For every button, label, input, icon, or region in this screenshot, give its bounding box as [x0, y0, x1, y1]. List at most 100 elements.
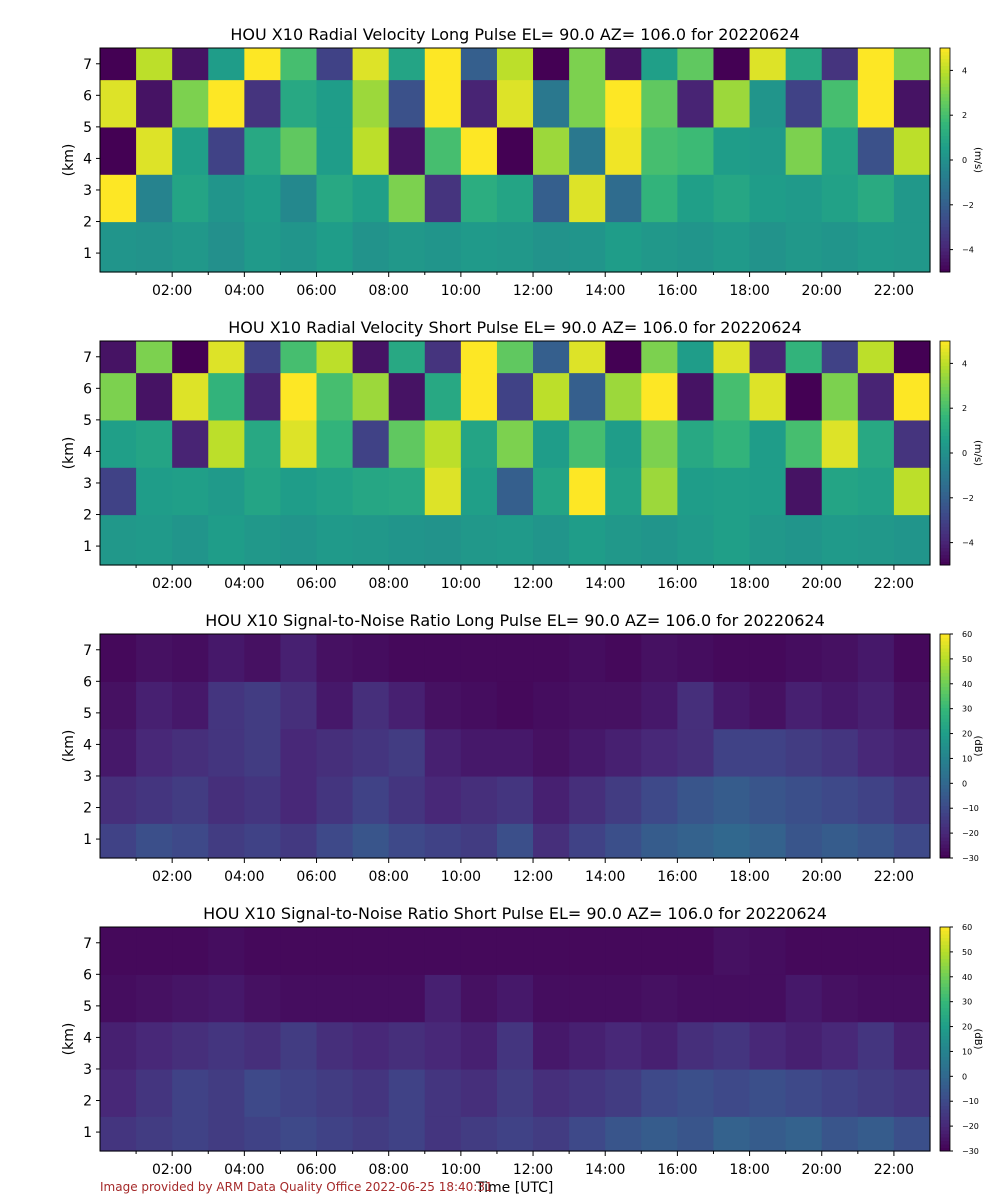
heatmap-cell: [388, 48, 426, 81]
x-tick-label: 02:00: [152, 1162, 192, 1178]
heatmap-cell: [533, 1068, 570, 1117]
heatmap-cell: [677, 514, 715, 566]
colorbar-segment: [940, 1042, 950, 1047]
heatmap-cell: [424, 341, 462, 374]
heatmap-cell: [100, 728, 137, 777]
colorbar-tick-label: −4: [962, 246, 974, 255]
heatmap-cell: [749, 927, 787, 975]
colorbar-segment: [940, 265, 950, 269]
heatmap-cell: [857, 79, 895, 128]
colorbar-tick-label: 10: [962, 1047, 972, 1056]
y-tick-label: 6: [83, 967, 92, 983]
colorbar-segment: [940, 965, 950, 970]
colorbar-segment: [940, 798, 950, 803]
heatmap-cell: [280, 48, 318, 81]
heatmap-cell: [136, 126, 173, 175]
colorbar-segment: [940, 174, 950, 178]
heatmap-cell: [460, 634, 498, 682]
heatmap-cell: [785, 775, 823, 824]
heatmap-cell: [496, 681, 534, 730]
heatmap-cell: [244, 174, 282, 223]
y-axis-label: (km): [61, 437, 77, 470]
heatmap-cell: [136, 341, 173, 374]
colorbar-segment: [940, 1021, 950, 1026]
colorbar-tick-label: 4: [962, 359, 967, 368]
colorbar-segment: [940, 644, 950, 649]
heatmap-cell: [713, 1116, 751, 1152]
heatmap-cell: [713, 341, 751, 374]
colorbar-segment: [940, 411, 950, 415]
heatmap-cell: [857, 341, 895, 374]
colorbar-segment: [940, 435, 950, 440]
heatmap-cell: [316, 174, 354, 223]
x-tick-label: 14:00: [585, 576, 625, 592]
heatmap-cell: [893, 974, 931, 1023]
heatmap-cell: [100, 79, 137, 128]
colorbar-tick-label: −20: [962, 829, 979, 838]
colorbar-segment: [940, 854, 950, 859]
y-tick-label: 6: [83, 674, 92, 690]
heatmap-cell: [352, 1116, 390, 1152]
colorbar-segment: [940, 676, 950, 680]
colorbar-segment: [940, 219, 950, 224]
y-tick-label: 7: [83, 57, 92, 73]
heatmap-cell: [280, 419, 318, 468]
heatmap-cell: [424, 48, 462, 81]
heatmap-cell: [316, 1021, 354, 1070]
heatmap-cell: [136, 174, 173, 223]
heatmap-cell: [244, 419, 282, 468]
y-tick-label: 7: [83, 350, 92, 366]
heatmap-cell: [352, 419, 390, 468]
colorbar-segment: [940, 551, 950, 555]
heatmap-cell: [496, 634, 534, 682]
y-tick-label: 3: [83, 183, 92, 199]
colorbar-segment: [940, 819, 950, 824]
colorbar-tick-label: 0: [962, 779, 967, 788]
heatmap-cell: [208, 48, 245, 81]
heatmap-cell: [569, 514, 606, 566]
heatmap-cell: [352, 823, 390, 859]
heatmap-cell: [569, 1116, 606, 1152]
colorbar-segment: [940, 456, 950, 461]
heatmap-cell: [821, 372, 859, 421]
heatmap-cell: [749, 419, 787, 468]
panel-title: HOU X10 Radial Velocity Long Pulse EL= 9…: [230, 25, 799, 44]
heatmap-cell: [605, 514, 642, 566]
colorbar-segment: [940, 348, 950, 352]
colorbar-segment: [940, 261, 950, 266]
heatmap-cell: [208, 372, 245, 421]
x-tick-label: 04:00: [224, 576, 264, 592]
heatmap-cell: [785, 221, 823, 273]
heatmap-cell: [172, 1068, 209, 1117]
heatmap-cell: [244, 221, 282, 273]
heatmap-cell: [677, 681, 715, 730]
colorbar-segment: [940, 1126, 950, 1131]
y-tick-label: 1: [83, 246, 92, 262]
heatmap-cell: [605, 221, 642, 273]
colorbar-segment: [940, 718, 950, 722]
heatmap-cell: [713, 728, 751, 777]
y-axis-label: (km): [61, 1023, 77, 1056]
colorbar-tick-label: 40: [962, 973, 972, 982]
colorbar-segment: [940, 90, 950, 94]
heatmap-cell: [569, 681, 606, 730]
heatmap-cell: [280, 775, 318, 824]
colorbar-segment: [940, 1035, 950, 1040]
heatmap-cell: [280, 823, 318, 859]
colorbar-segment: [940, 425, 950, 429]
colorbar-segment: [940, 1102, 950, 1106]
heatmap-cell: [496, 341, 534, 374]
heatmap-cell: [100, 174, 137, 223]
heatmap-cell: [208, 174, 245, 223]
heatmap-cell: [533, 1116, 570, 1152]
heatmap-cell: [388, 1068, 426, 1117]
heatmap-cell: [857, 634, 895, 682]
heatmap-cell: [677, 974, 715, 1023]
heatmap-cell: [460, 1021, 498, 1070]
colorbar-segment: [940, 386, 950, 391]
x-axis-label: Time [UTC]: [476, 1180, 554, 1196]
heatmap-cell: [280, 372, 318, 421]
colorbar-tick-label: −10: [962, 804, 979, 813]
y-tick-label: 3: [83, 476, 92, 492]
heatmap-cell: [352, 174, 390, 223]
